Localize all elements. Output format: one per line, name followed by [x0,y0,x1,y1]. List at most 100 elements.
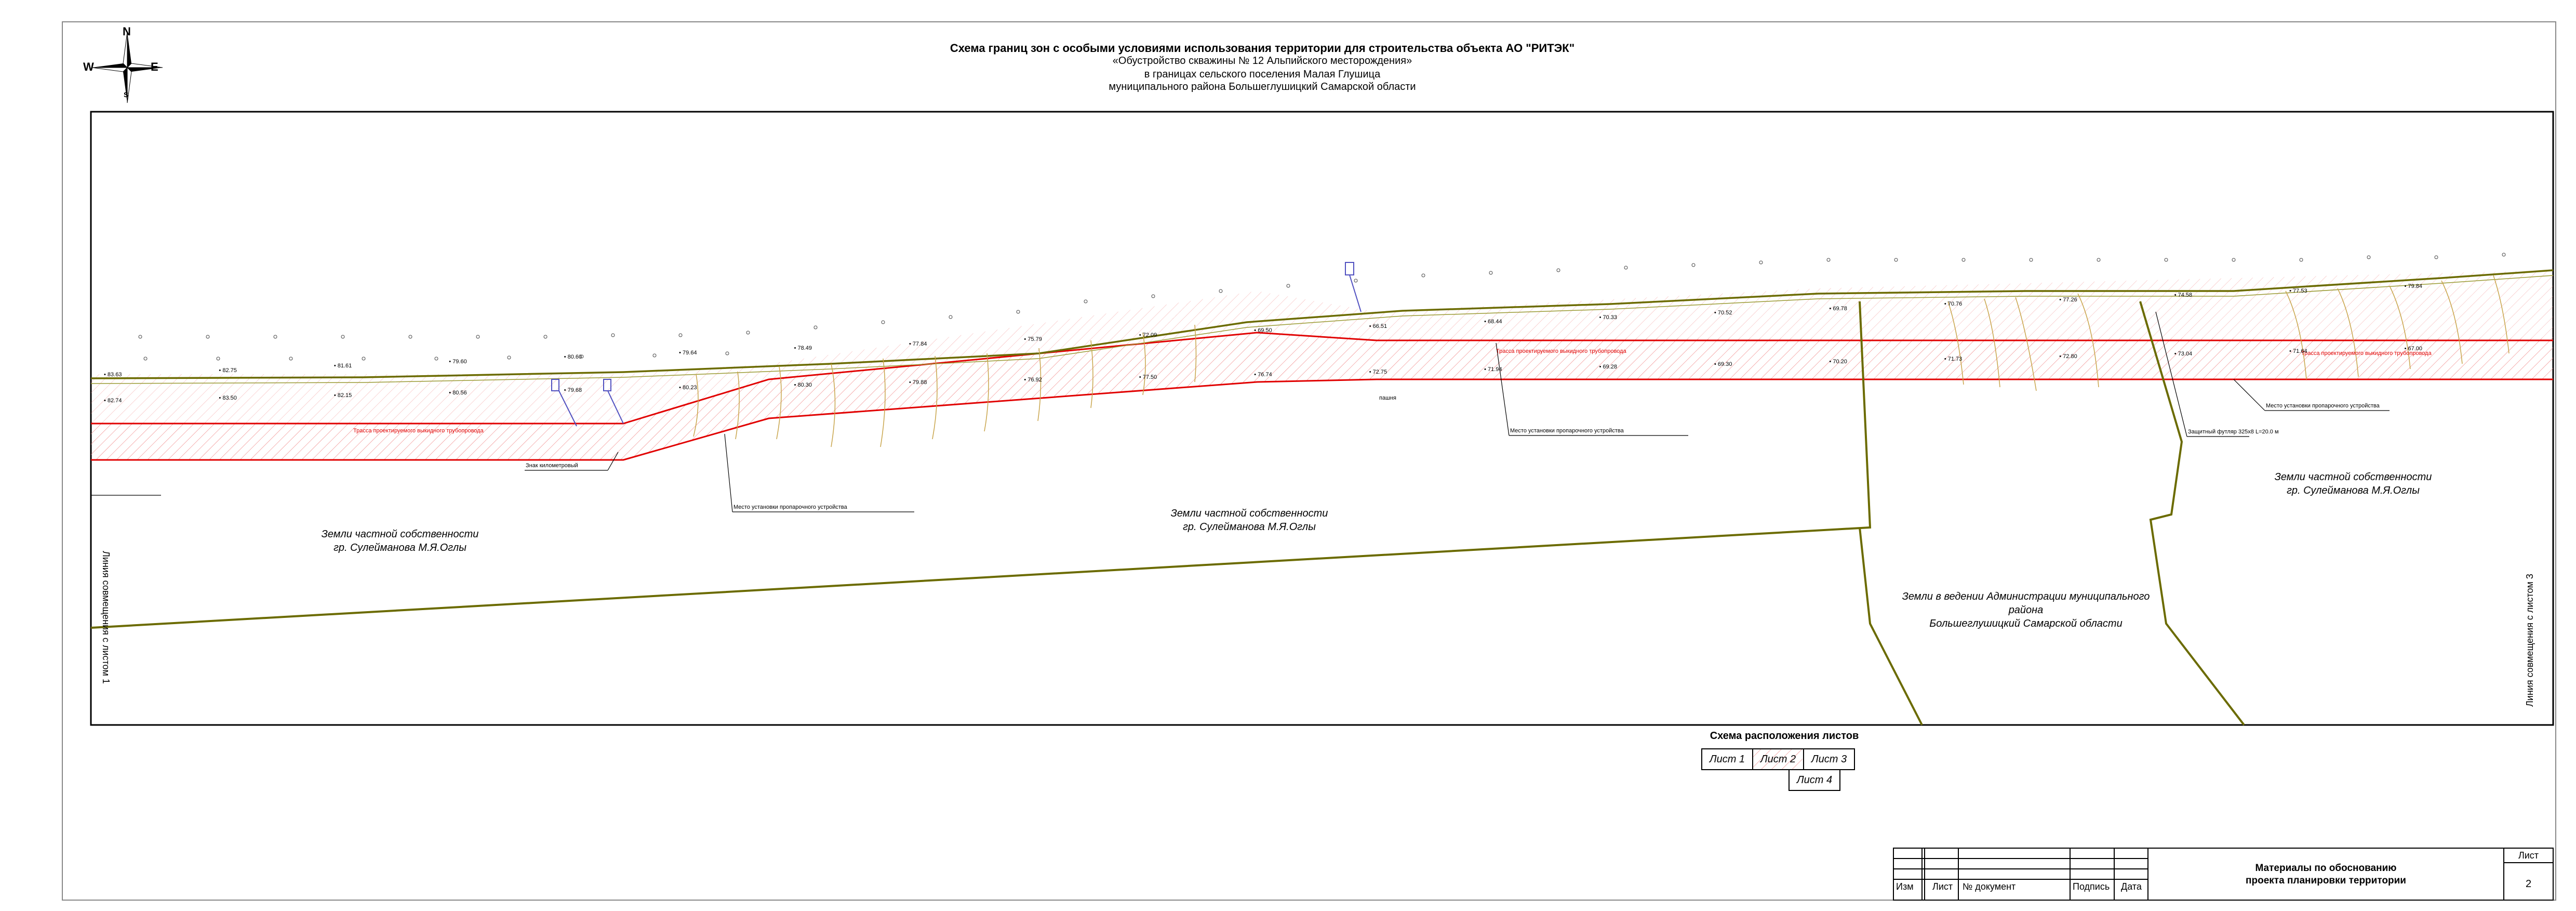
elevation-label: • 82.74 [104,398,122,404]
callout-case: Защитный футляр 325х8 L=20.0 м [2188,429,2279,435]
sheet-frame [62,21,2556,901]
elevation-label: • 82.15 [333,392,352,399]
edge-label-right: Линия совмещения с листом 3 [2525,574,2535,707]
elevation-label: • 69.28 [1599,364,1617,370]
parcel-boundary-admin-left [1859,527,1923,725]
current-sheet-hatch [1753,748,1803,769]
elevation-label: • 68.44 [1484,319,1502,325]
elevation-label: • 76.92 [1024,377,1042,383]
elevation-label: • 83.63 [104,372,122,378]
stamp-col-doc: № документ [1963,881,2016,892]
elevation-label: • 75.79 [1024,336,1042,342]
zone-boundary-bottom [91,378,2553,461]
zone-boundary-top [91,332,2553,425]
elevation-label: • 70.52 [1714,310,1732,316]
elevation-label: • 71.94 [1484,366,1502,373]
land-label-right-line1: Земли частной собственности [2274,471,2432,483]
compass-s: S [124,90,129,99]
pipe-markers [551,262,1362,427]
elevation-label: • 72.75 [1369,369,1387,375]
pipe-label-1: Трасса проектируемого выкидного трубопро… [353,428,484,434]
callout-sign: Знак километровый [526,463,578,469]
elevation-label: • 70.33 [1599,314,1617,321]
elevation-label: • 77.53 [2289,287,2307,294]
elevation-label: • 77.50 [1139,374,1157,380]
elevation-label: • 78.49 [794,345,812,351]
pipe-label-3: Трасса проектируемого выкидного трубопро… [2301,350,2432,357]
elevation-label: • 70.20 [1829,359,1847,365]
survey-dots [138,253,2506,361]
compass-e: E [151,60,158,73]
elevation-label: • 66.51 [1369,323,1387,329]
map-title: Схема границ зон с особыми условиями исп… [950,42,1575,55]
stamp-title-2: проекта планировки территории [2246,875,2406,886]
land-label-admin: Земли в ведении Администрации муниципаль… [1891,590,2161,630]
compass-w: W [83,60,94,73]
elevation-label: • 72.09 [1139,332,1157,338]
compass-n: N [123,25,131,38]
elevation-label: • 82.75 [219,367,237,374]
elevation-label: • 71.64 [2289,348,2307,354]
callout-gauge-2: Место установки пропарочного устройства [1510,428,1624,434]
elevation-label: • 79.88 [909,379,927,386]
stamp-col-date: Дата [2121,881,2142,892]
elevation-label: • 73.04 [2174,351,2193,357]
land-label-left-line1: Земли частной собственности [321,529,479,540]
existing-road [90,269,2554,379]
stamp-sheet-number: 2 [2525,878,2532,890]
elevation-label: • 67.00 [2404,346,2422,352]
elevation-label: • 71.73 [1944,356,1963,362]
elevation-label: • 80.60 [564,354,582,360]
edge-label-left: Линия совмещения с листом 1 [101,551,111,684]
elevation-label: • 77.26 [2059,296,2077,303]
elevation-label: • 72.80 [2059,353,2077,360]
elevation-label: • 69.30 [1714,361,1732,367]
elevation-label: • 81.61 [333,363,352,369]
sheet-box-1[interactable]: Лист 1 [1701,748,1753,770]
callout-lines [91,311,2390,512]
map-subtitle: «Обустройство скважины № 12 Альпийского … [1112,55,1412,67]
stamp-grid [1893,848,2554,901]
land-label-center: Земли частной собственности гр. Сулейман… [1140,507,1358,534]
pipe-label-2: Трасса проектируемого выкидного трубопро… [1496,348,1626,354]
elevation-label: • 74.58 [2174,292,2193,298]
elevation-label: • 83.50 [219,395,237,401]
elevation-label: • 79.60 [449,358,467,365]
land-label-admin-line1: Земли в ведении Администрации муниципаль… [1902,591,2150,616]
compass-rose [91,32,163,103]
elevation-label: • 80.56 [449,390,467,396]
map-subtitle-2: в границах сельского поселения Малая Глу… [1144,69,1381,80]
elevation-label: • 79.84 [2404,283,2422,289]
stamp-col-izm: Изм [1896,881,1914,892]
elevation-label: • 79.68 [564,387,582,393]
protection-zone-hatch-upper [91,270,2553,424]
elevation-label: • 76.74 [1254,372,1272,378]
land-label-center-line2: гр. Сулейманова М.Я.Оглы [1183,521,1316,533]
land-label-admin-line2: Большеглушицкий Самарской области [1929,618,2123,629]
sheet-box-2[interactable]: Лист 2 [1752,748,1804,770]
stamp-col-list: Лист [1932,881,1953,892]
callout-gauge-3: Место установки пропарочного устройства [2266,403,2380,409]
elevation-label: • 79.64 [679,349,697,356]
sheet-box-4[interactable]: Лист 4 [1788,769,1840,791]
stamp-sheet-label: Лист [2518,850,2539,861]
land-label-left: Земли частной собственности гр. Сулейман… [291,527,509,554]
protection-zone-hatch [91,333,2553,460]
sheet-box-3[interactable]: Лист 3 [1803,748,1855,770]
elevation-label: • 69.78 [1829,305,1847,312]
sheet-scheme-title: Схема расположения листов [1710,730,1859,742]
stamp-title-1: Материалы по обоснованию [2255,863,2397,874]
elevation-label: • 80.30 [794,382,812,388]
contour-lines [693,275,2510,447]
stamp-col-sign: Подпись [2073,881,2110,892]
land-label-left-line2: гр. Сулейманова М.Я.Оглы [333,542,466,553]
land-use-word: пашня [1379,395,1396,401]
parcel-boundary-left [90,301,1872,629]
elevation-label: • 70.76 [1944,301,1963,307]
elevation-label: • 69.50 [1254,327,1272,334]
callout-gauge-1: Место установки пропарочного устройства [733,504,847,510]
land-label-right-line2: гр. Сулейманова М.Я.Оглы [2287,485,2420,496]
existing-road-edge [90,275,2554,384]
parcel-boundary-admin-right [2139,301,2245,726]
